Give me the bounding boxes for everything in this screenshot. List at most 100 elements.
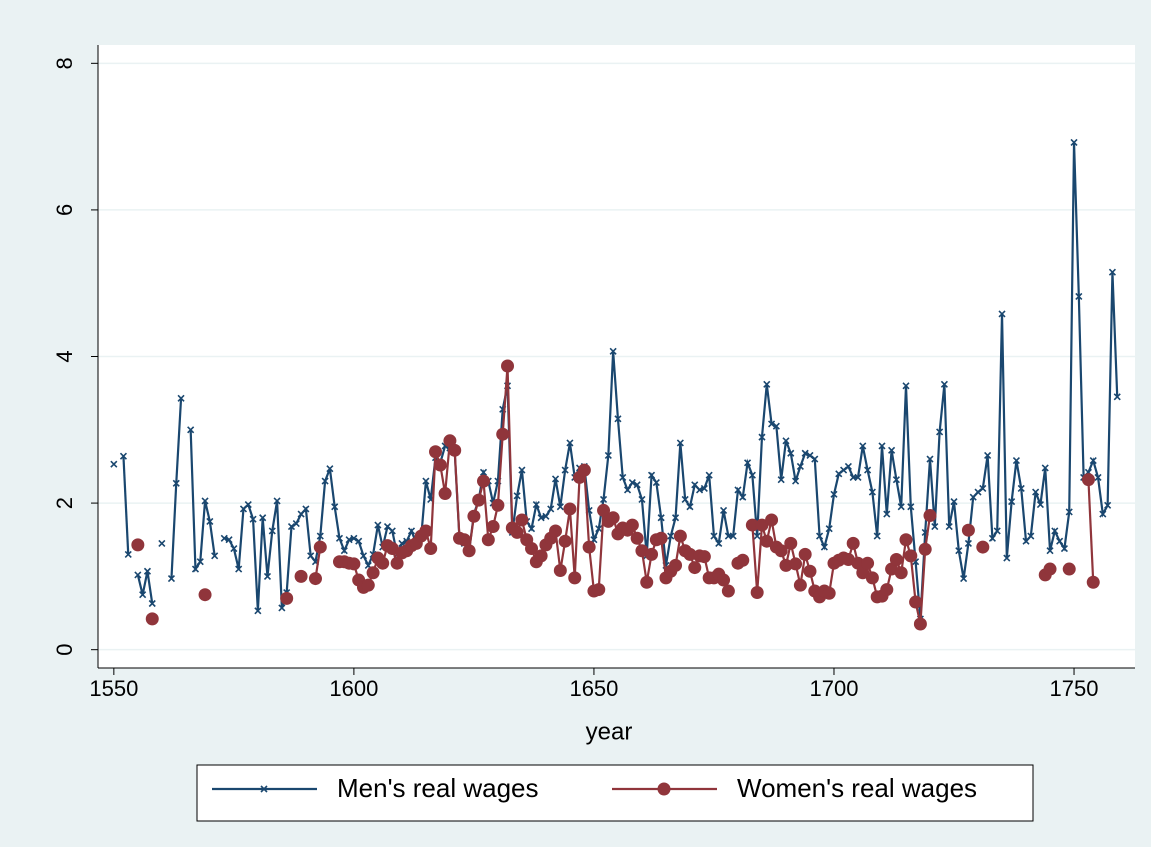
- marker: [923, 509, 937, 523]
- marker: [695, 486, 704, 494]
- marker: [561, 466, 569, 474]
- marker: [1062, 562, 1076, 576]
- marker: [955, 547, 963, 555]
- marker: [220, 534, 228, 542]
- marker: [609, 347, 617, 355]
- series-line: [122, 456, 130, 555]
- marker: [124, 550, 132, 558]
- marker: [158, 539, 166, 547]
- marker: [816, 532, 824, 540]
- marker: [715, 539, 723, 547]
- marker: [803, 564, 817, 578]
- marker: [1070, 138, 1078, 147]
- marker: [347, 557, 361, 571]
- legend: [196, 764, 1034, 822]
- marker: [647, 471, 656, 479]
- marker: [592, 583, 606, 597]
- marker: [623, 486, 632, 494]
- marker: [657, 514, 665, 522]
- marker: [280, 591, 294, 605]
- marker: [1041, 464, 1049, 472]
- marker: [625, 518, 639, 532]
- marker: [1086, 575, 1100, 589]
- marker: [606, 511, 620, 525]
- series-line: [189, 429, 216, 573]
- marker: [993, 527, 1001, 535]
- marker: [630, 531, 644, 545]
- marker: [787, 449, 795, 457]
- marker: [359, 552, 368, 560]
- marker: [964, 539, 972, 547]
- marker: [479, 468, 488, 476]
- marker: [335, 534, 344, 542]
- marker: [477, 474, 491, 488]
- marker: [355, 537, 363, 545]
- marker: [1008, 498, 1016, 506]
- marker: [633, 481, 641, 489]
- marker: [486, 520, 500, 534]
- legend-marker: [657, 782, 671, 796]
- marker: [448, 443, 462, 457]
- y-tick-label: 0: [52, 644, 77, 656]
- marker: [830, 490, 838, 498]
- marker: [1051, 527, 1059, 535]
- marker: [897, 503, 905, 511]
- marker: [472, 493, 486, 507]
- marker: [307, 552, 315, 560]
- marker: [1108, 268, 1117, 276]
- marker: [481, 533, 495, 547]
- marker: [558, 534, 572, 548]
- marker: [201, 497, 209, 505]
- marker: [429, 445, 443, 459]
- marker: [148, 599, 156, 608]
- marker: [974, 488, 982, 496]
- marker: [822, 586, 836, 600]
- marker: [883, 510, 891, 518]
- marker: [143, 567, 152, 575]
- marker: [145, 612, 159, 626]
- marker: [1113, 393, 1121, 401]
- marker: [945, 522, 953, 531]
- marker: [667, 532, 675, 540]
- marker: [739, 493, 747, 501]
- marker: [294, 569, 308, 583]
- marker: [793, 578, 807, 592]
- marker: [1003, 554, 1011, 562]
- marker: [321, 477, 329, 485]
- marker: [211, 552, 219, 560]
- marker: [582, 540, 596, 554]
- marker: [556, 503, 564, 511]
- marker: [496, 427, 510, 441]
- marker: [1099, 510, 1107, 518]
- marker: [683, 547, 697, 561]
- marker: [745, 518, 759, 532]
- marker: [888, 446, 896, 454]
- marker: [604, 451, 612, 460]
- marker: [755, 518, 769, 532]
- marker: [525, 542, 539, 556]
- marker: [595, 525, 603, 533]
- marker: [235, 565, 243, 573]
- series-line: [1087, 479, 1095, 583]
- marker: [350, 534, 358, 542]
- marker: [719, 506, 728, 514]
- marker: [244, 500, 252, 509]
- marker: [1046, 547, 1054, 555]
- marker: [673, 529, 687, 543]
- marker: [249, 515, 257, 523]
- marker: [717, 573, 731, 587]
- legend-label: Women's real wages: [737, 773, 977, 803]
- marker: [438, 487, 452, 501]
- marker: [931, 522, 939, 531]
- marker: [1027, 532, 1035, 540]
- marker: [889, 553, 903, 567]
- marker: [878, 442, 886, 450]
- marker: [206, 517, 214, 525]
- marker: [134, 571, 142, 579]
- marker: [131, 538, 145, 552]
- marker: [139, 591, 147, 599]
- marker: [688, 561, 702, 575]
- marker: [518, 466, 526, 474]
- marker: [748, 471, 756, 479]
